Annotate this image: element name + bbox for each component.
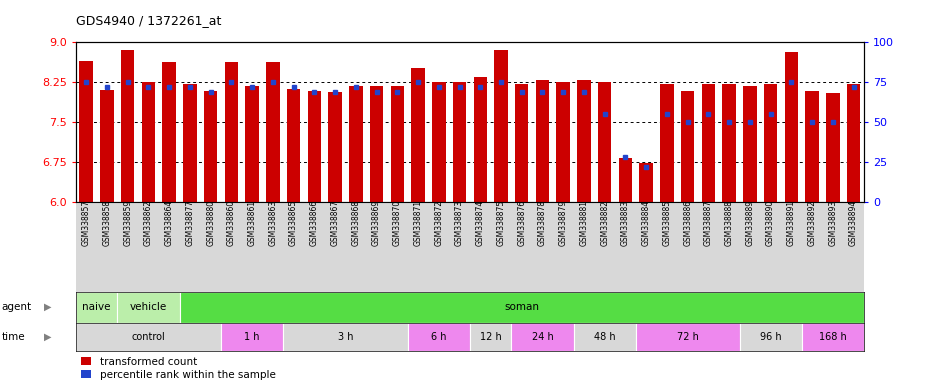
Bar bbox=[453, 82, 466, 202]
Bar bbox=[557, 82, 570, 202]
Bar bbox=[722, 84, 736, 202]
Bar bbox=[100, 90, 114, 202]
Text: 1 h: 1 h bbox=[244, 332, 260, 342]
Bar bbox=[204, 91, 217, 202]
Bar bbox=[432, 82, 446, 202]
Text: soman: soman bbox=[504, 302, 539, 312]
Bar bbox=[574, 323, 635, 351]
Bar bbox=[577, 81, 591, 202]
Bar bbox=[183, 84, 197, 202]
Bar bbox=[470, 323, 512, 351]
Bar bbox=[598, 82, 611, 202]
Text: 96 h: 96 h bbox=[759, 332, 782, 342]
Text: time: time bbox=[2, 332, 26, 342]
Bar bbox=[806, 91, 819, 202]
Text: 3 h: 3 h bbox=[338, 332, 353, 342]
Bar bbox=[221, 323, 283, 351]
Bar bbox=[639, 163, 653, 202]
Bar bbox=[117, 292, 179, 323]
Bar bbox=[802, 323, 864, 351]
Bar bbox=[76, 292, 117, 323]
Text: 48 h: 48 h bbox=[594, 332, 615, 342]
Bar bbox=[266, 63, 279, 202]
Bar bbox=[245, 86, 259, 202]
Bar bbox=[142, 82, 155, 202]
Text: ▶: ▶ bbox=[44, 302, 52, 312]
Bar bbox=[408, 323, 470, 351]
Bar bbox=[80, 61, 93, 202]
Bar bbox=[494, 50, 508, 202]
Text: 6 h: 6 h bbox=[431, 332, 447, 342]
Text: GDS4940 / 1372261_at: GDS4940 / 1372261_at bbox=[76, 14, 221, 27]
Bar bbox=[308, 91, 321, 202]
Bar bbox=[743, 86, 757, 202]
Bar bbox=[370, 86, 383, 202]
Bar bbox=[390, 86, 404, 202]
Bar bbox=[225, 63, 238, 202]
Bar bbox=[784, 52, 798, 202]
Bar bbox=[847, 84, 860, 202]
Bar bbox=[179, 292, 864, 323]
Bar bbox=[121, 50, 134, 202]
Bar bbox=[536, 81, 549, 202]
Bar bbox=[474, 77, 487, 202]
Bar bbox=[739, 323, 802, 351]
Text: 24 h: 24 h bbox=[532, 332, 553, 342]
Legend: transformed count, percentile rank within the sample: transformed count, percentile rank withi… bbox=[81, 357, 276, 380]
Bar bbox=[412, 68, 425, 202]
Bar bbox=[702, 84, 715, 202]
Bar bbox=[660, 84, 673, 202]
Text: 12 h: 12 h bbox=[480, 332, 501, 342]
Bar bbox=[635, 323, 739, 351]
Bar bbox=[764, 84, 777, 202]
Text: control: control bbox=[131, 332, 166, 342]
Bar bbox=[287, 89, 301, 202]
Bar bbox=[515, 84, 528, 202]
Text: vehicle: vehicle bbox=[130, 302, 167, 312]
Bar bbox=[163, 63, 176, 202]
Text: ▶: ▶ bbox=[44, 332, 52, 342]
Text: agent: agent bbox=[2, 302, 32, 312]
Bar bbox=[328, 92, 342, 202]
Text: naive: naive bbox=[82, 302, 111, 312]
Bar bbox=[283, 323, 408, 351]
Text: 168 h: 168 h bbox=[819, 332, 846, 342]
Bar bbox=[76, 323, 221, 351]
Bar bbox=[619, 158, 632, 202]
Bar bbox=[349, 86, 363, 202]
Bar bbox=[826, 93, 840, 202]
Bar bbox=[681, 91, 695, 202]
Bar bbox=[512, 323, 574, 351]
Text: 72 h: 72 h bbox=[677, 332, 698, 342]
